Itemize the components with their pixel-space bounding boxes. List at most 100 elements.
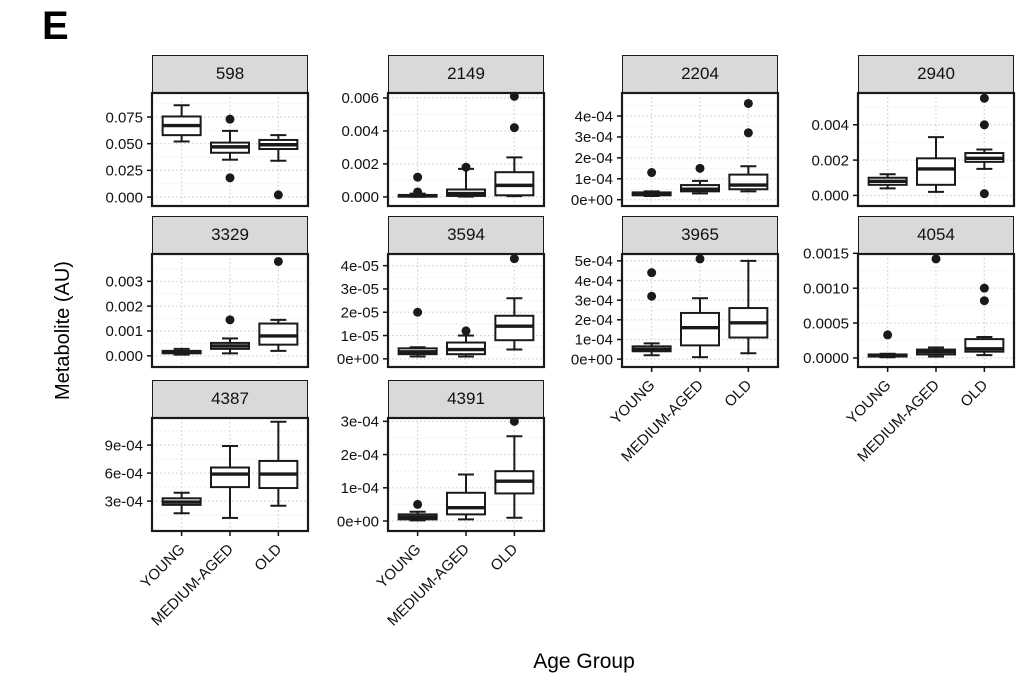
boxplot-medium-aged: [680, 254, 720, 359]
boxplot-medium-aged: [210, 114, 250, 183]
outlier-point: [647, 168, 657, 178]
y-tick-label: 0.025: [105, 163, 143, 180]
y-tick-label: 2e-04: [575, 150, 613, 167]
y-tick-label: 1e-04: [341, 480, 379, 497]
x-tick-label: OLD: [721, 377, 755, 411]
boxplot-medium-aged: [210, 315, 250, 355]
x-tick-label: OLD: [251, 541, 285, 575]
y-tick-label: 3e-04: [575, 292, 613, 309]
boxplot-young: [161, 491, 202, 515]
boxplot-old: [728, 259, 769, 355]
boxplot-young: [631, 268, 672, 357]
y-tick-label: 6e-04: [105, 465, 143, 482]
facet-plot-area: 0.000 0.001 0.002 0.003: [105, 252, 310, 369]
y-tick-label: 3e-05: [341, 281, 379, 298]
outlier-point: [647, 291, 657, 301]
y-tick-label: 0.050: [105, 136, 143, 153]
facet-title: 2204: [681, 64, 719, 83]
outlier-point: [979, 296, 989, 306]
boxplot-medium-aged: [446, 473, 486, 521]
facet-plot-area: 0.000 0.002 0.004 0.006: [341, 90, 546, 208]
figure-label: E: [42, 4, 70, 48]
y-tick-label: 9e-04: [105, 437, 143, 454]
x-tick-label: MEDIUM-AGED: [854, 377, 943, 466]
facet-plot-area: 0.000 0.002 0.004: [811, 91, 1016, 208]
boxplot-young: [397, 172, 438, 198]
y-axis-title: Metabolite (AU): [52, 261, 74, 401]
facet-strip: 2204: [622, 55, 778, 93]
facet-strip: 2940: [858, 55, 1014, 93]
panel-border: [386, 252, 546, 369]
boxplot-old: [494, 91, 535, 198]
facet-plot-area: 0e+00 1e-04 2e-04 3e-04 4e-04: [571, 91, 780, 209]
boxplot-old: [258, 256, 299, 352]
y-tick-label: 0.000: [105, 348, 143, 365]
y-tick-label: 0.075: [105, 109, 143, 126]
boxplot-young: [161, 104, 202, 143]
y-tick-label: 0e+00: [571, 192, 613, 209]
y-tick-label: 0.0005: [803, 315, 849, 332]
panel-border: [150, 252, 310, 369]
outlier-point: [979, 120, 989, 130]
x-tick-label: MEDIUM-AGED: [618, 377, 707, 466]
outlier-point: [225, 173, 235, 183]
y-tick-label: 2e-04: [341, 447, 379, 464]
y-tick-label: 3e-04: [105, 493, 143, 510]
y-tick-label: 0.000: [811, 188, 849, 205]
box: [916, 157, 956, 186]
outlier-point: [461, 326, 471, 336]
y-tick-label: 0.004: [341, 123, 379, 140]
facet-title: 598: [215, 64, 245, 83]
y-tick-label: 0.0010: [803, 280, 849, 297]
outlier-point: [273, 256, 283, 266]
facet-strip: 3965: [622, 216, 778, 254]
outlier-point: [413, 172, 423, 182]
y-tick-label: 1e-05: [341, 328, 379, 345]
box: [728, 173, 769, 191]
y-tick-label: 0e+00: [571, 351, 613, 368]
facet-strip: 2149: [388, 55, 544, 93]
y-tick-label: 0.002: [341, 156, 379, 173]
outlier-point: [883, 330, 893, 340]
y-tick-label: 0.000: [105, 189, 143, 206]
outlier-point: [695, 163, 705, 173]
y-tick-label: 0.002: [105, 298, 143, 315]
boxplot-old: [494, 416, 535, 519]
outlier-point: [979, 189, 989, 199]
y-tick-label: 4e-04: [575, 108, 613, 125]
facet-title: 2940: [917, 64, 955, 83]
outlier-point: [743, 128, 753, 138]
facet-title: 4391: [447, 389, 485, 408]
boxplot-old: [964, 93, 1005, 199]
facet-strip: 4054: [858, 216, 1014, 254]
outlier-point: [509, 254, 519, 264]
panel-border: [856, 91, 1016, 208]
outlier-point: [695, 254, 705, 264]
x-tick-label: OLD: [957, 377, 991, 411]
outlier-point: [225, 114, 235, 124]
facet-title: 4387: [211, 389, 249, 408]
boxplot-young: [161, 347, 202, 356]
boxplot-old: [964, 283, 1005, 357]
box: [494, 314, 535, 342]
boxplot-young: [397, 499, 438, 522]
x-tick-label: OLD: [487, 541, 521, 575]
y-tick-label: 0.0000: [803, 350, 849, 367]
y-tick-label: 1e-04: [575, 171, 613, 188]
y-tick-label: 0.000: [341, 189, 379, 206]
y-tick-label: 3e-04: [575, 129, 613, 146]
facet-strip: 598: [152, 55, 308, 93]
facet-title: 4054: [917, 225, 955, 244]
outlier-point: [979, 93, 989, 103]
facet-strip: 3329: [152, 216, 308, 254]
boxplot-medium-aged: [680, 163, 720, 195]
facet-plot-area: 0.00000.00050.00100.0015YOUNGMEDIUM-AGED…: [803, 246, 1016, 465]
y-tick-label: 0e+00: [337, 513, 379, 530]
y-tick-label: 0e+00: [337, 351, 379, 368]
outlier-point: [413, 187, 423, 197]
boxplot-young: [397, 307, 438, 358]
y-tick-label: 3e-04: [341, 414, 379, 431]
facet-title: 3594: [447, 225, 485, 244]
panel-border: [150, 91, 310, 208]
